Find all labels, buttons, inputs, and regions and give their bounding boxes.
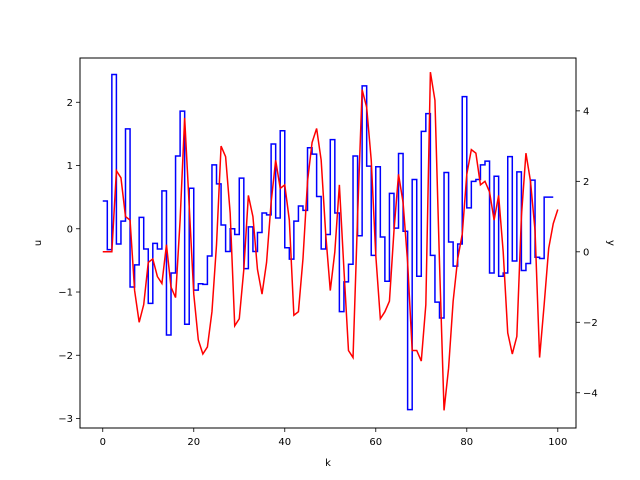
x-tick-label: 40 (278, 437, 291, 448)
series-u-path (102, 73, 554, 411)
y-left-tick-label: 2 (67, 98, 73, 109)
y-left-tick-label: −2 (58, 351, 73, 362)
x-axis-label: k (325, 458, 331, 469)
y-right-tick-label: −4 (583, 388, 598, 399)
plot-area (102, 71, 559, 411)
x-tick-label: 0 (100, 437, 106, 448)
y-right-tick-label: −2 (583, 318, 598, 329)
y-left-axis-ticks: −3 −2 −1 0 1 2 (58, 98, 80, 425)
y-left-tick-label: −3 (58, 414, 73, 425)
y-left-tick-label: −1 (58, 288, 73, 299)
plot-frame (79, 57, 577, 429)
y-right-tick-label: 2 (583, 177, 589, 188)
y-left-axis-label: u (33, 240, 44, 246)
y-left-tick-label: 0 (67, 224, 73, 235)
y-right-axis-label: y (605, 240, 616, 246)
x-tick-label: 100 (548, 437, 567, 448)
y-left-tick-label: 1 (67, 161, 73, 172)
series-y-line (102, 71, 559, 411)
x-tick-label: 20 (187, 437, 200, 448)
x-axis-ticks: 0 20 40 60 80 100 (100, 428, 567, 448)
x-tick-label: 80 (460, 437, 473, 448)
x-tick-label: 60 (369, 437, 382, 448)
y-right-tick-label: 4 (583, 106, 589, 117)
y-right-axis-ticks: −4 −2 0 2 4 (576, 106, 598, 399)
series-y-path (102, 71, 559, 411)
y-right-tick-label: 0 (583, 247, 589, 258)
series-u-step (102, 73, 554, 411)
